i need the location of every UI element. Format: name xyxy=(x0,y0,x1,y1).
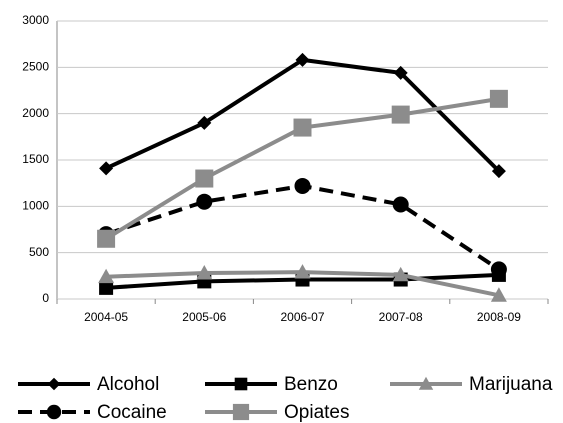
legend-label: Alcohol xyxy=(97,374,159,395)
marker xyxy=(197,115,212,130)
legend-label: Marijuana xyxy=(469,374,553,395)
x-tick-label: 2005-06 xyxy=(182,310,226,324)
legend-label: Benzo xyxy=(284,374,338,395)
marker xyxy=(392,266,409,282)
marker xyxy=(98,268,115,284)
x-tick-label: 2007-08 xyxy=(379,310,423,324)
marker xyxy=(99,161,114,176)
marker xyxy=(294,264,311,279)
marker xyxy=(489,89,508,108)
marker xyxy=(196,265,213,280)
marker xyxy=(491,164,506,179)
y-tick-label: 1500 xyxy=(22,152,49,166)
marker xyxy=(97,229,116,248)
y-tick-label: 3000 xyxy=(22,13,49,27)
marker xyxy=(293,118,312,137)
y-tick-label: 0 xyxy=(42,291,49,305)
x-tick-label: 2008-09 xyxy=(477,310,521,324)
marker xyxy=(490,261,507,278)
marker xyxy=(393,65,408,80)
marker xyxy=(195,169,214,188)
y-tick-label: 2000 xyxy=(22,106,49,120)
x-tick-label: 2004-05 xyxy=(84,310,128,324)
marker xyxy=(392,196,409,213)
marker xyxy=(46,404,62,420)
legend-label: Opiates xyxy=(284,402,349,423)
marker xyxy=(391,105,410,124)
marker xyxy=(490,287,507,302)
marker xyxy=(232,403,250,421)
marker xyxy=(234,377,248,391)
marker xyxy=(196,193,213,210)
marker xyxy=(47,377,61,391)
series-line xyxy=(105,183,501,272)
y-tick-label: 500 xyxy=(29,245,49,259)
marker xyxy=(294,177,311,194)
marker xyxy=(99,280,114,295)
marker xyxy=(418,376,434,390)
legend-label: Cocaine xyxy=(97,402,167,423)
series-line xyxy=(105,57,501,173)
x-tick-label: 2006-07 xyxy=(280,310,324,324)
y-tick-label: 1000 xyxy=(22,199,49,213)
marker xyxy=(295,52,310,67)
y-tick-label: 2500 xyxy=(22,60,49,74)
